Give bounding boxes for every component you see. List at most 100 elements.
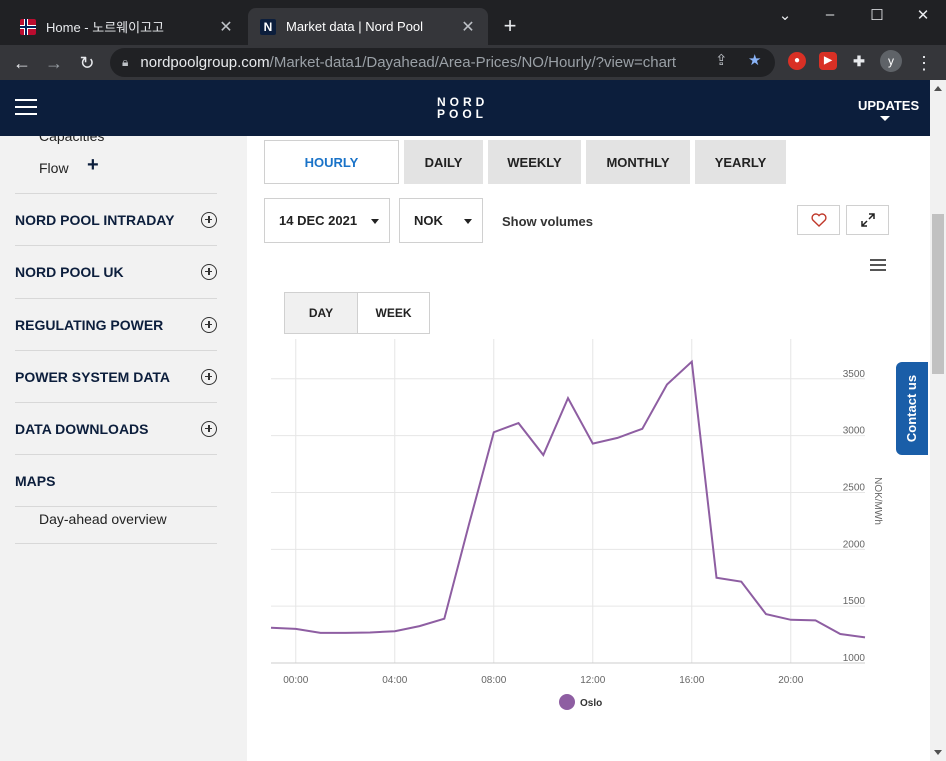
nordpool-logo[interactable]: NORD POOL [437, 96, 488, 120]
y-axis-title: NOK/MWh [872, 477, 883, 525]
sidebar-section-label: NORD POOL INTRADAY [15, 211, 175, 228]
contact-us-button[interactable]: Contact us [896, 362, 928, 455]
legend-label: Oslo [580, 698, 602, 709]
main-panel: HOURLY DAILY WEEKLY MONTHLY YEARLY 14 DE… [247, 136, 913, 761]
hamburger-menu-icon[interactable] [15, 99, 37, 115]
tab-week[interactable]: WEEK [357, 292, 430, 334]
sidebar-item-flow[interactable]: Flow [39, 160, 69, 176]
y-tick-label: 3500 [843, 369, 866, 380]
sidebar-section-label: POWER SYSTEM DATA [15, 368, 171, 385]
caret-down-icon [371, 219, 379, 224]
tab-weekly[interactable]: WEEKLY [488, 140, 581, 184]
sidebar-section-label: REGULATING POWER [15, 316, 164, 333]
tab-monthly[interactable]: MONTHLY [586, 140, 690, 184]
x-tick-label: 08:00 [481, 675, 506, 686]
close-window-button[interactable]: ✕ [916, 7, 930, 24]
currency-select[interactable]: NOK [399, 198, 483, 243]
currency-select-value: NOK [414, 213, 443, 228]
show-volumes-toggle[interactable]: Show volumes [502, 214, 594, 229]
expand-arrows-icon [860, 213, 875, 227]
sidebar-section-intraday[interactable]: NORD POOL INTRADAY [15, 193, 217, 245]
y-tick-label: 1500 [843, 596, 866, 607]
extension-shield-icon[interactable]: ● [788, 52, 806, 70]
series-line-oslo [270, 359, 866, 639]
tab-daily[interactable]: DAILY [404, 140, 483, 184]
fullscreen-button[interactable] [846, 205, 889, 235]
sidebar: Capacities Flow + NORD POOL INTRADAY NOR… [0, 136, 247, 761]
x-tick-label: 04:00 [382, 675, 407, 686]
expand-plus-icon[interactable] [201, 263, 217, 280]
legend-marker [559, 694, 575, 710]
forward-arrow-icon[interactable]: → [45, 53, 63, 73]
expand-plus-icon[interactable] [201, 368, 217, 385]
sidebar-item-capacities[interactable]: Capacities [39, 136, 105, 144]
browser-menu-icon[interactable]: ⋮ [915, 53, 933, 73]
back-arrow-icon[interactable]: ← [13, 53, 31, 73]
minimize-button[interactable]: – [825, 6, 835, 23]
url-host: nordpoolgroup.com [140, 54, 270, 71]
tab-yearly[interactable]: YEARLY [695, 140, 786, 184]
page-scrollbar[interactable] [930, 80, 946, 761]
expand-plus-icon[interactable] [201, 211, 217, 228]
x-tick-label: 16:00 [679, 675, 704, 686]
browser-tab-market-data[interactable]: N Market data | Nord Pool ✕ [248, 8, 488, 45]
tab-title: Home - 노르웨이고고 [46, 20, 164, 35]
lock-icon: 🔒︎ [122, 55, 129, 69]
sidebar-section-uk[interactable]: NORD POOL UK [15, 245, 217, 297]
scroll-up-arrow-icon[interactable] [934, 86, 942, 91]
browser-toolbar: ← → ↻ 🔒︎ nordpoolgroup.com /Market-data1… [0, 45, 946, 80]
x-tick-label: 12:00 [580, 675, 605, 686]
maximize-button[interactable]: ☐ [870, 7, 884, 24]
chart-menu-icon[interactable] [870, 259, 886, 274]
contact-us-label: Contact us [904, 374, 919, 443]
date-select-value: 14 DEC 2021 [279, 213, 358, 228]
nordpool-n-icon: N [260, 18, 276, 35]
sidebar-item-day-ahead-overview[interactable]: Day-ahead overview [15, 506, 217, 544]
close-tab-icon[interactable]: ✕ [219, 18, 233, 36]
updates-button[interactable]: UPDATES [858, 98, 920, 113]
x-tick-label: 00:00 [283, 675, 308, 686]
y-tick-label: 3000 [843, 426, 866, 437]
reload-icon[interactable]: ↻ [79, 53, 95, 73]
url-path: /Market-data1/Dayahead/Area-Prices/NO/Ho… [269, 54, 677, 71]
price-line-chart: 1000 1500 2000 2500 3000 3500 00:00 04:00 08:00 1… [270, 339, 883, 710]
date-select[interactable]: 14 DEC 2021 [264, 198, 390, 243]
tab-day[interactable]: DAY [284, 292, 358, 334]
y-tick-label: 2000 [843, 539, 866, 550]
y-tick-label: 1000 [843, 653, 866, 664]
sidebar-section-data-downloads[interactable]: DATA DOWNLOADS [15, 402, 217, 454]
sidebar-section-regulating-power[interactable]: REGULATING POWER [15, 298, 217, 350]
norway-flag-icon [20, 18, 36, 35]
profile-avatar[interactable]: y [880, 50, 902, 72]
sidebar-section-label: MAPS [15, 472, 56, 489]
bookmark-star-icon[interactable]: ★ [748, 52, 762, 69]
caret-down-icon[interactable] [880, 116, 890, 121]
extension-video-icon[interactable]: ▶ [819, 52, 837, 70]
scrollbar-thumb[interactable] [932, 214, 944, 374]
new-tab-button[interactable]: + [503, 13, 517, 38]
browser-tab-strip: Home - 노르웨이고고 ✕ N Market data | Nord Poo… [0, 0, 946, 45]
caret-down-icon [464, 219, 472, 224]
tab-hourly[interactable]: HOURLY [264, 140, 399, 184]
page-content: Capacities Flow + NORD POOL INTRADAY NOR… [0, 136, 930, 761]
plus-icon[interactable]: + [87, 154, 99, 176]
sidebar-section-power-system-data[interactable]: POWER SYSTEM DATA [15, 350, 217, 402]
sidebar-section-label: NORD POOL UK [15, 263, 124, 280]
tab-title: Market data | Nord Pool [286, 19, 424, 34]
browser-tab-home[interactable]: Home - 노르웨이고고 ✕ [8, 8, 246, 45]
sidebar-section-maps[interactable]: MAPS [15, 454, 217, 506]
x-tick-label: 20:00 [778, 675, 803, 686]
share-icon[interactable]: ⇪ [715, 52, 728, 69]
expand-plus-icon[interactable] [201, 316, 217, 333]
y-tick-label: 2500 [843, 482, 866, 493]
heart-icon [810, 213, 827, 227]
site-header: NORD POOL UPDATES [0, 80, 930, 136]
tab-search-icon[interactable]: ⌄ [778, 7, 792, 24]
logo-line-2: POOL [437, 107, 488, 121]
extensions-puzzle-icon[interactable]: ✚ [853, 53, 865, 69]
scroll-down-arrow-icon[interactable] [934, 750, 942, 755]
address-bar[interactable]: 🔒︎ nordpoolgroup.com /Market-data1/Dayah… [110, 48, 775, 77]
favorite-button[interactable] [797, 205, 840, 235]
close-tab-icon[interactable]: ✕ [461, 18, 475, 36]
expand-plus-icon[interactable] [201, 420, 217, 437]
